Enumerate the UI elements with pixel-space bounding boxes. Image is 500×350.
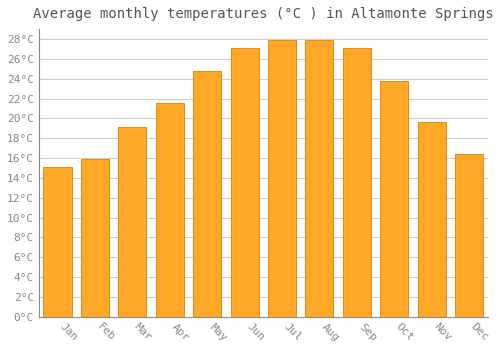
Bar bbox=[118, 127, 146, 317]
Bar bbox=[380, 80, 408, 317]
Bar bbox=[193, 71, 221, 317]
Bar bbox=[418, 122, 446, 317]
Bar bbox=[44, 167, 72, 317]
Bar bbox=[81, 159, 109, 317]
Bar bbox=[156, 104, 184, 317]
Bar bbox=[230, 48, 258, 317]
Bar bbox=[306, 40, 334, 317]
Bar bbox=[343, 48, 371, 317]
Bar bbox=[268, 40, 296, 317]
Title: Average monthly temperatures (°C ) in Altamonte Springs: Average monthly temperatures (°C ) in Al… bbox=[33, 7, 494, 21]
Bar bbox=[455, 154, 483, 317]
